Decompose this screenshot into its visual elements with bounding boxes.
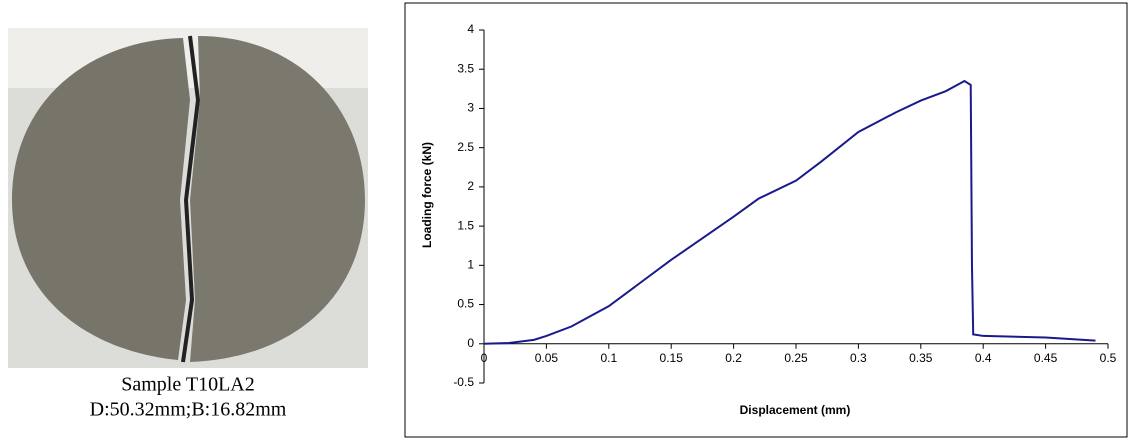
x-tick-label: 0.2 [725, 351, 742, 365]
y-tick-label: 2.5 [457, 140, 474, 154]
data-line [483, 79, 1096, 345]
sample-half [12, 38, 190, 360]
y-tick-label: 0 [467, 336, 474, 350]
y-tick-label: -0.5 [453, 375, 474, 389]
y-tick-label: 4 [467, 22, 474, 36]
caption: D:50.32mm;B:16.82mm [90, 399, 287, 421]
sample-photo [8, 28, 368, 368]
y-axis-title: Loading force (kN) [420, 142, 434, 248]
x-tick-label: 0.15 [660, 351, 684, 365]
y-tick-label: 1.5 [457, 218, 474, 232]
caption: Sample T10LA2 [121, 374, 255, 396]
crack [181, 35, 201, 363]
y-tick-label: 3 [467, 101, 474, 115]
x-tick-label: 0.5 [1100, 351, 1117, 365]
x-tick-label: 0.45 [1034, 351, 1058, 365]
x-tick-label: 0.25 [784, 351, 808, 365]
sample-half [190, 36, 365, 362]
chart: Displacement (mm) Loading force (kN) -0.… [404, 2, 1128, 438]
y-tick-label: 3.5 [457, 61, 474, 75]
x-tick-label: 0.35 [909, 351, 933, 365]
x-tick-label: 0 [481, 351, 488, 365]
x-axis-title: Displacement (mm) [740, 403, 851, 417]
y-tick-label: 2 [467, 179, 474, 193]
chart-frame [404, 2, 1128, 438]
y-tick-label: 1 [467, 258, 474, 272]
x-tick-label: 0.4 [975, 351, 992, 365]
x-tick-label: 0.05 [535, 351, 559, 365]
y-tick-label: 0.5 [457, 297, 474, 311]
x-tick-label: 0.1 [600, 351, 617, 365]
x-tick-label: 0.3 [850, 351, 867, 365]
